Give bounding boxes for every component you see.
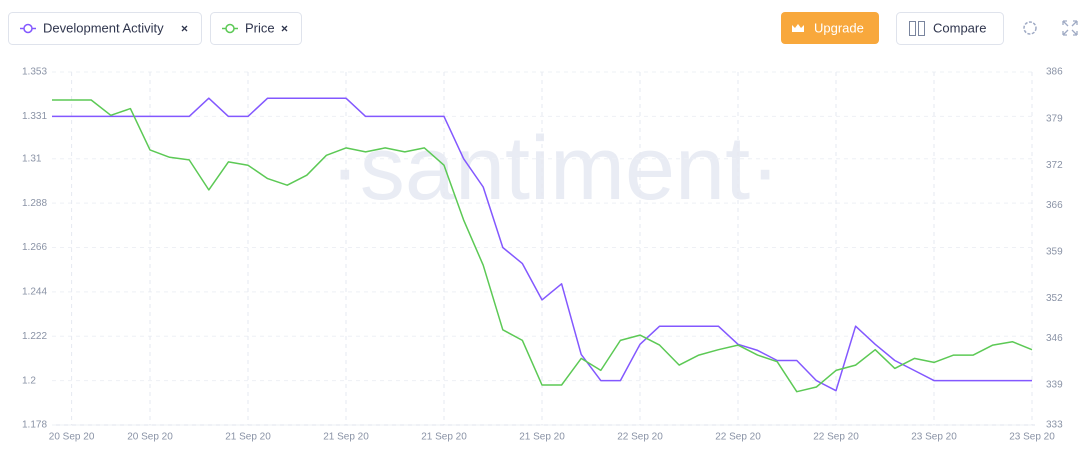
settings-icon[interactable] — [1023, 21, 1037, 35]
y2-tick-label: 366 — [1046, 200, 1063, 211]
compare-button[interactable]: Compare — [896, 12, 1004, 45]
y-tick-label: 1.244 — [22, 287, 47, 298]
series-line — [52, 97, 1032, 392]
y2-tick-label: 352 — [1046, 293, 1063, 304]
chip-marker — [23, 23, 33, 34]
x-tick-label: 22 Sep 20 — [715, 432, 761, 443]
legend-label: Price — [245, 20, 275, 35]
button-label: Compare — [933, 20, 986, 35]
x-tick-label: 21 Sep 20 — [519, 432, 565, 443]
fullscreen-icon[interactable] — [1062, 20, 1078, 36]
series-line — [52, 99, 1033, 393]
y2-tick-label: 333 — [1046, 420, 1063, 431]
x-tick-label: 21 Sep 20 — [225, 432, 271, 443]
button-label: Upgrade — [814, 20, 864, 35]
y-tick-label: 1.353 — [22, 67, 47, 78]
crown-icon — [792, 24, 804, 32]
close-icon[interactable] — [181, 25, 188, 32]
y2-tick-label: 339 — [1046, 380, 1063, 391]
chip-marker — [225, 23, 235, 34]
y2-tick-label: 346 — [1046, 333, 1063, 344]
y-tick-label: 1.178 — [22, 420, 47, 431]
y-tick-label: 1.2 — [22, 375, 36, 386]
y2-tick-label: 386 — [1046, 67, 1063, 78]
y-tick-label: 1.222 — [22, 331, 47, 342]
x-tick-label: 23 Sep 20 — [911, 432, 957, 443]
compare-icon — [918, 21, 925, 36]
button-bg — [781, 12, 879, 44]
y-tick-label: 1.31 — [22, 153, 42, 164]
legend-chip[interactable]: Price — [210, 12, 302, 45]
legend-label: Development Activity — [43, 20, 164, 35]
y2-tick-label: 372 — [1046, 160, 1063, 171]
upgrade-button[interactable]: Upgrade — [781, 12, 879, 44]
x-tick-label: 20 Sep 20 — [49, 432, 95, 443]
x-tick-label: 21 Sep 20 — [323, 432, 369, 443]
y2-tick-label: 379 — [1046, 113, 1063, 124]
chip-box — [8, 12, 202, 45]
legend-chip[interactable]: Development Activity — [8, 12, 202, 45]
button-bg — [896, 12, 1004, 45]
x-tick-label: 21 Sep 20 — [421, 432, 467, 443]
x-tick-label: 22 Sep 20 — [617, 432, 663, 443]
x-tick-label: 23 Sep 20 — [1009, 432, 1055, 443]
y-tick-label: 1.288 — [22, 198, 47, 209]
compare-icon — [909, 21, 916, 36]
x-tick-label: 20 Sep 20 — [127, 432, 173, 443]
y-tick-label: 1.331 — [22, 111, 47, 122]
close-icon[interactable] — [281, 25, 288, 32]
y2-tick-label: 359 — [1046, 246, 1063, 257]
chip-box — [210, 12, 302, 45]
y-tick-label: 1.266 — [22, 242, 47, 253]
watermark: ·santiment· — [330, 119, 780, 219]
x-tick-label: 22 Sep 20 — [813, 432, 859, 443]
